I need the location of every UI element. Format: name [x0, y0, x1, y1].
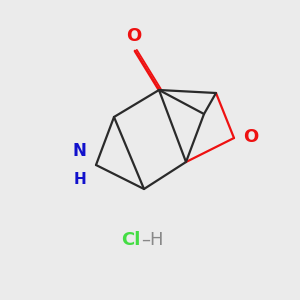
- Text: O: O: [243, 128, 258, 146]
- Text: N: N: [73, 142, 86, 160]
- Text: Cl: Cl: [122, 231, 141, 249]
- Text: O: O: [126, 27, 141, 45]
- Text: H: H: [73, 172, 86, 188]
- Text: –H: –H: [141, 231, 164, 249]
